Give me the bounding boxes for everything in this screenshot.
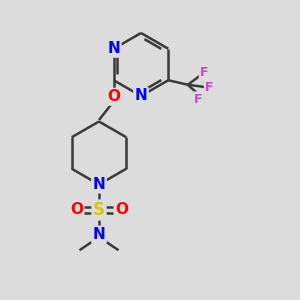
- Text: N: N: [107, 41, 120, 56]
- Text: N: N: [93, 227, 105, 242]
- Text: S: S: [93, 201, 105, 219]
- Text: F: F: [194, 93, 202, 106]
- Text: F: F: [205, 81, 214, 94]
- Text: O: O: [70, 202, 83, 217]
- Text: O: O: [115, 202, 128, 217]
- Text: F: F: [200, 66, 208, 79]
- Text: N: N: [93, 177, 105, 192]
- Text: N: N: [135, 88, 147, 104]
- Text: O: O: [107, 89, 120, 104]
